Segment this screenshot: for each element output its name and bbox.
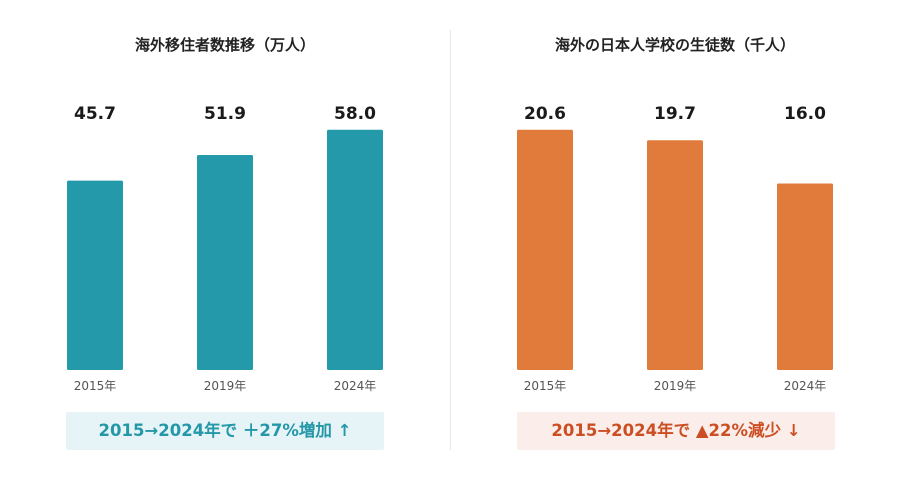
- chart-title: 海外移住者数推移（万人）: [134, 36, 315, 54]
- value-label: 51.9: [204, 104, 246, 124]
- x-tick-label: 2015年: [74, 379, 117, 393]
- value-label: 45.7: [74, 104, 116, 124]
- change-summary-badge: 2015→2024年で ▲22%減少 ↓: [517, 412, 835, 450]
- bar-1: [197, 154, 253, 370]
- x-tick-label: 2019年: [204, 379, 247, 393]
- x-tick-label: 2015年: [524, 379, 567, 393]
- value-label: 16.0: [784, 104, 826, 124]
- x-tick-label: 2024年: [334, 379, 377, 393]
- migrants-bar-chart: 45.7 2015年 51.9 2019年 58.0 2024年: [67, 104, 383, 393]
- migrants-chart-panel: 海外移住者数推移（万人） 45.7 2015年 51.9 2019年 58.0 2024年…: [66, 36, 384, 450]
- value-label: 19.7: [654, 104, 696, 124]
- x-tick-label: 2019年: [654, 379, 697, 393]
- chart-title: 海外の日本人学校の生徒数（千人）: [554, 36, 795, 54]
- value-label: 20.6: [524, 104, 566, 124]
- panel-divider: [450, 30, 451, 450]
- bar-0: [67, 180, 123, 370]
- change-summary-badge: 2015→2024年で ＋27%増加 ↑: [66, 412, 384, 450]
- bar-0: [517, 129, 573, 370]
- value-label: 58.0: [334, 104, 376, 124]
- students-bar-chart: 20.6 2015年 19.7 2019年 16.0 2024年: [517, 104, 833, 393]
- bar-2: [327, 129, 383, 370]
- bar-1: [647, 140, 703, 370]
- x-tick-label: 2024年: [784, 379, 827, 393]
- bar-2: [777, 183, 833, 370]
- students-chart-panel: 海外の日本人学校の生徒数（千人） 20.6 2015年 19.7 2019年 16.0 2…: [450, 0, 900, 480]
